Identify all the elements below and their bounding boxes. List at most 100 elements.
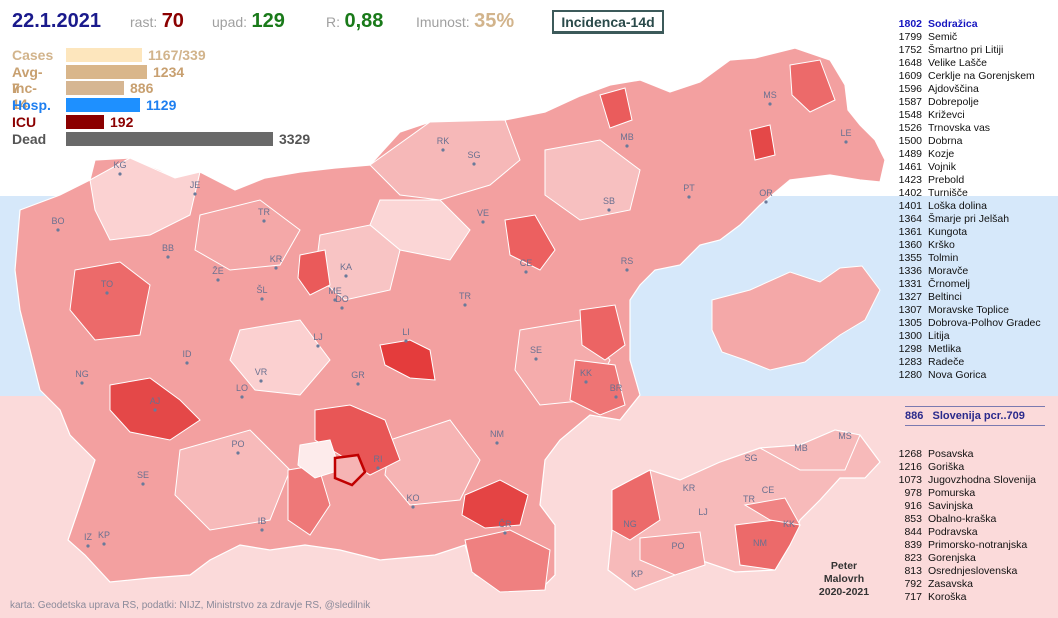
stat-label: Cases	[12, 47, 54, 63]
stat-label: ICU	[12, 113, 37, 130]
ranking-name: Obalno-kraška	[928, 513, 997, 525]
ranking-name: Vojnik	[928, 161, 957, 173]
ranking-row: 1336 Moravče	[888, 265, 1058, 278]
national-label: Slovenija pcr..709	[932, 410, 1025, 422]
ranking-value: 1799	[898, 31, 922, 43]
national-value: 886	[905, 410, 924, 422]
ranking-value: 1587	[898, 96, 922, 108]
ranking-name: Podravska	[928, 526, 978, 538]
ranking-value: 1648	[898, 57, 922, 69]
ranking-row: 1283 Radeče	[888, 356, 1058, 369]
ranking-row: 1305 Dobrova-Polhov Gradec	[888, 317, 1058, 330]
municipality-ranking: 1802 Sodražica 1799 Semič 1752 Šmartno pri Li…	[888, 18, 1058, 382]
data-credit: karta: Geodetska uprava RS, podatki: NIJ…	[10, 600, 371, 611]
incidence-mode-button[interactable]: Incidenca-14d	[552, 10, 664, 34]
ranking-value: 1402	[898, 187, 922, 199]
map-label-bo: BO	[51, 216, 64, 226]
map-label-mb: MB	[620, 132, 634, 142]
ranking-name: Savinjska	[928, 500, 973, 512]
ranking-value: 813	[904, 565, 922, 577]
ranking-value: 717	[904, 591, 922, 603]
growth-group: rast: 70	[130, 8, 184, 34]
ranking-row: 1500 Dobrna	[888, 135, 1058, 148]
decline-group: upad: 129	[212, 8, 285, 34]
ranking-name: Jugovzhodna Slovenija	[928, 474, 1036, 486]
ranking-value: 839	[904, 539, 922, 551]
ranking-value: 1268	[898, 448, 922, 460]
ranking-row: 1216 Goriška	[888, 461, 1058, 474]
ranking-row: 1752 Šmartno pri Litiji	[888, 44, 1058, 57]
map-label-or: OR	[759, 188, 773, 198]
ranking-value: 1305	[898, 317, 922, 329]
city-dot	[495, 441, 499, 445]
region-ranking: 1268 Posavska 1216 Goriška 1073 Jugovzhodna S…	[888, 448, 1058, 604]
ranking-value: 1401	[898, 200, 922, 212]
ranking-value: 1280	[898, 369, 922, 381]
map-label-sg: SG	[467, 150, 480, 160]
stat-bar	[66, 114, 104, 129]
map-label-bb: BB	[162, 243, 174, 253]
stat-value: 1234	[153, 63, 185, 80]
city-dot	[534, 357, 538, 361]
city-dot	[614, 395, 618, 399]
ranking-name: Križevci	[928, 109, 965, 121]
stat-label: Avg-7	[12, 63, 43, 96]
ranking-row: 1802 Sodražica	[888, 18, 1058, 31]
region-label-ce: CE	[762, 485, 775, 495]
ranking-value: 1336	[898, 265, 922, 277]
growth-value: 70	[161, 10, 184, 32]
stat-bar	[66, 98, 140, 113]
ranking-row: 1300 Litija	[888, 330, 1058, 343]
ranking-name: Turnišče	[928, 187, 968, 199]
map-label-je: JE	[190, 180, 201, 190]
map-label-br: BR	[610, 383, 623, 393]
ranking-row: 1423 Prebold	[888, 174, 1058, 187]
ranking-name: Gorenjska	[928, 552, 976, 564]
ranking-value: 1802	[898, 18, 922, 30]
ranking-value: 1361	[898, 226, 922, 238]
map-label-ce: CE	[520, 258, 533, 268]
city-dot	[274, 266, 278, 270]
map-label-pt: PT	[683, 183, 695, 193]
ranking-name: Cerklje na Gorenjskem	[928, 70, 1035, 82]
city-dot	[193, 192, 197, 196]
city-dot	[153, 408, 157, 412]
ranking-value: 1216	[898, 461, 922, 473]
map-label-lj: LJ	[313, 332, 323, 342]
inset-slovenia-silhouette	[711, 265, 881, 371]
ranking-name: Primorsko-notranjska	[928, 539, 1028, 551]
region-label-sg: SG	[744, 453, 757, 463]
map-label-rk: RK	[437, 136, 450, 146]
ranking-row: 1596 Ajdovščina	[888, 83, 1058, 96]
ranking-value: 1331	[898, 278, 922, 290]
ranking-row: 1331 Črnomelj	[888, 278, 1058, 291]
ranking-name: Kozje	[928, 148, 955, 160]
city-dot	[344, 274, 348, 278]
city-dot	[105, 291, 109, 295]
city-dot	[844, 140, 848, 144]
stat-label: Inc-14	[12, 80, 37, 113]
city-dot	[441, 148, 445, 152]
ranking-value: 1752	[898, 44, 922, 56]
city-dot	[236, 451, 240, 455]
ranking-row: 1526 Trnovska vas	[888, 122, 1058, 135]
ranking-name: Velike Lašče	[928, 57, 987, 69]
ranking-name: Pomurska	[928, 487, 976, 499]
ranking-row: 1489 Kozje	[888, 148, 1058, 161]
map-label-ib: IB	[258, 516, 267, 526]
map-label-nm: NM	[490, 429, 504, 439]
city-dot	[768, 102, 772, 106]
map-label-gr: GR	[351, 370, 365, 380]
city-dot	[259, 379, 263, 383]
ranking-value: 1283	[898, 356, 922, 368]
ranking-name: Dobrna	[928, 135, 963, 147]
region-label-kk: KK	[783, 519, 795, 529]
ranking-name: Osrednjeslovenska	[928, 565, 1018, 577]
ranking-value: 1327	[898, 291, 922, 303]
ranking-row: 717 Koroška	[888, 591, 1058, 604]
stat-value: 1129	[146, 97, 177, 114]
map-label-rs: RS	[621, 256, 634, 266]
city-dot	[340, 306, 344, 310]
region-label-ng: NG	[623, 519, 637, 529]
ranking-value: 1298	[898, 343, 922, 355]
